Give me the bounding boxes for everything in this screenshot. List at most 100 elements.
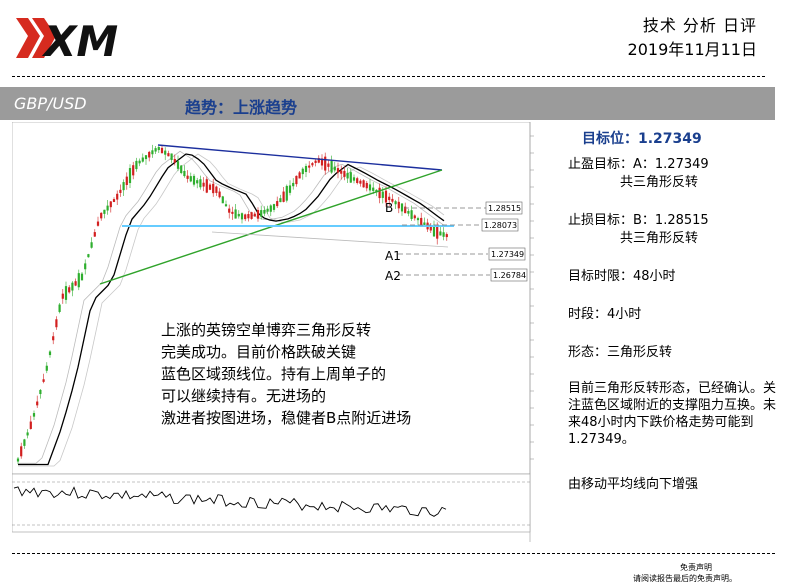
stop-loss-note: 共三角形反转 — [620, 231, 699, 246]
candle-body — [423, 222, 426, 225]
candle-body — [397, 201, 400, 209]
disclaimer-text: 请阅读报告最后的免责声明。 — [633, 574, 737, 583]
candle-body — [148, 151, 151, 158]
candle-body — [327, 163, 330, 167]
candle-body — [404, 206, 407, 214]
candle-body — [90, 242, 93, 248]
header-divider — [12, 76, 765, 77]
candle-body — [100, 212, 103, 219]
candle-body — [324, 156, 327, 171]
candle-body — [384, 190, 388, 203]
candle-body — [308, 165, 311, 168]
candle-body — [202, 182, 205, 187]
candle-body — [132, 165, 135, 176]
candle-body — [429, 226, 432, 231]
candle-body — [196, 180, 199, 184]
candle-body — [413, 215, 416, 219]
candle-body — [330, 161, 333, 173]
candle-body — [84, 263, 87, 270]
candle-body — [388, 196, 391, 201]
price-label-a2: 1.26784 — [493, 271, 526, 280]
candle-body — [272, 204, 276, 210]
candle-body — [266, 208, 269, 212]
candle-body — [352, 177, 356, 181]
candle-body — [42, 379, 45, 382]
candle-body — [234, 209, 237, 219]
candle-body — [199, 179, 202, 188]
title-band — [0, 87, 775, 120]
candle-body — [138, 160, 141, 164]
candle-body — [103, 209, 106, 214]
candle-body — [218, 191, 221, 198]
candle-body — [304, 165, 308, 173]
candle-body — [183, 170, 186, 177]
candle-body — [250, 212, 253, 219]
candle-body — [224, 204, 228, 207]
candle-body — [346, 172, 349, 179]
candle-body — [349, 172, 352, 183]
ma-main-line — [18, 153, 445, 466]
report-title: 技术 分析 日评 — [642, 16, 757, 35]
candle-body — [141, 157, 144, 162]
candle-body — [23, 439, 26, 446]
candle-body — [237, 213, 240, 217]
candle-body — [391, 198, 394, 202]
price-label-b: 1.28515 — [488, 204, 521, 213]
candle-body — [410, 210, 413, 219]
resistance-trendline — [157, 144, 443, 171]
candle-body — [333, 166, 336, 171]
price-chart: 1.28515 1.28073 1.27349 1.26784 B A1 A2 — [11, 121, 556, 552]
candle-body — [112, 199, 116, 202]
candle-body — [45, 365, 48, 371]
candle-body — [394, 201, 397, 205]
candle-body — [160, 147, 164, 154]
candle-body — [176, 161, 180, 169]
candle-body — [170, 153, 173, 160]
candle-body — [359, 180, 362, 184]
candle-body — [93, 232, 96, 237]
candle-body — [400, 203, 404, 212]
timeframe: 时段：4小时 — [568, 307, 642, 322]
candle-body — [432, 224, 436, 237]
candle-body — [356, 178, 359, 184]
pattern: 形态：三角形反转 — [568, 345, 673, 360]
candle-body — [253, 213, 256, 217]
disclaimer-title: 免责声明 — [680, 563, 712, 572]
oscillator-panel — [11, 473, 531, 533]
candle-body — [48, 351, 52, 356]
report-date: 2019年11月11日 — [627, 40, 757, 59]
take-profit-note: 共三角形反转 — [620, 175, 699, 190]
candle-body — [439, 231, 442, 236]
candle-body — [340, 170, 343, 174]
candle-body — [189, 176, 192, 182]
candle-body — [365, 182, 368, 189]
candle-body — [381, 191, 384, 198]
candle-body — [301, 168, 304, 175]
candle-body — [244, 214, 247, 220]
candle-body — [125, 176, 128, 186]
chart-commentary: 上涨的英镑空单博弈三角形反转 完美成功。目前价格跌破关键 蓝色区域颈线位。持有上… — [161, 319, 411, 429]
candle-body — [240, 213, 244, 220]
candle-body — [221, 196, 224, 204]
time-limit: 目标时限：48小时 — [568, 269, 676, 284]
commentary-line: 蓝色区域颈线位。持有上周单子的 — [161, 365, 387, 383]
candle-body — [372, 187, 375, 191]
analysis-summary: 目前三角形反转形态，已经确认。关注蓝色区域附近的支撑阻力互换。未来48小时内下跌… — [568, 381, 777, 447]
price-axis-ticks — [530, 135, 534, 460]
candle-body — [151, 150, 154, 155]
analysis-panel: 目标位：1.27349 止盈目标：A：1.27349 共三角形反转 止损目标：B… — [560, 122, 780, 552]
commentary-line: 可以继续持有。无进场的 — [161, 387, 327, 405]
candle-body — [208, 184, 212, 190]
commentary-line: 完美成功。目前价格跌破关键 — [161, 343, 357, 361]
candle-body — [144, 155, 148, 160]
candle-body — [263, 209, 266, 214]
stop-loss: 止损目标：B：1.28515 — [568, 213, 709, 228]
candle-body — [375, 189, 378, 193]
candle-body — [135, 160, 138, 170]
candle-body — [407, 210, 410, 214]
marker-a2: A2 — [385, 269, 401, 283]
candle-body — [343, 170, 346, 177]
candle-body — [420, 217, 423, 225]
candle-body — [368, 184, 372, 191]
candle-body — [116, 193, 119, 200]
